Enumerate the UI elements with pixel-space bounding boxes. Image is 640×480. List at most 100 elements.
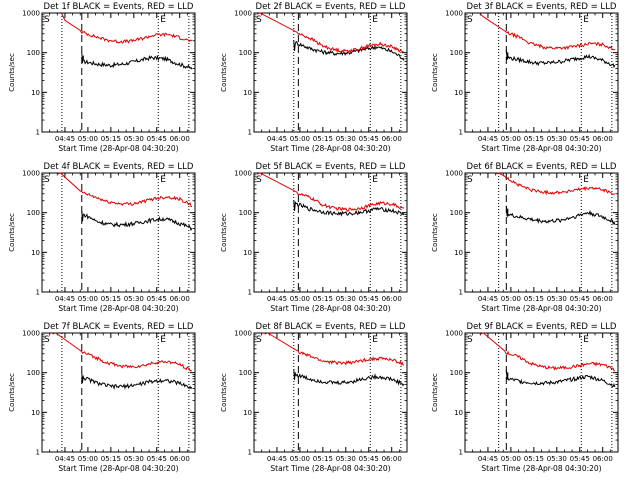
- y-tick-label: 1: [36, 449, 40, 457]
- y-axis-label: Counts/sec: [8, 373, 16, 412]
- start-marker-label: S: [44, 335, 50, 345]
- y-tick-label: 1: [459, 289, 463, 297]
- series-lld-line: [52, 332, 193, 372]
- plot-frame: [41, 172, 196, 293]
- panel-7: Det 7f BLACK = Events, RED = LLD 1 10 100 10…: [8, 322, 196, 473]
- series-lld-line: [256, 12, 404, 54]
- y-tick-label: 1000: [234, 330, 252, 338]
- panel-title: Det 4f BLACK = Events, RED = LLD: [44, 162, 194, 172]
- end-marker-label: E: [372, 175, 378, 185]
- plot-frame: [464, 332, 619, 453]
- x-axis-label: Start Time (28-Apr-08 04:30:20): [58, 144, 178, 153]
- y-tick-label: 100: [27, 369, 40, 377]
- end-marker-label: E: [160, 335, 166, 345]
- series-events-line: [81, 52, 193, 70]
- y-tick-label: 10: [243, 249, 252, 257]
- y-tick-label: 10: [31, 89, 40, 97]
- x-tick-label: 05:45: [570, 295, 590, 303]
- plot-frame: [41, 12, 196, 133]
- y-tick-label: 10: [243, 409, 252, 417]
- panel-title: Det 7f BLACK = Events, RED = LLD: [44, 322, 194, 332]
- y-tick-label: 1: [248, 289, 252, 297]
- x-tick-label: 04:45: [55, 295, 75, 303]
- series-lld-line: [480, 332, 616, 372]
- end-marker-label: E: [372, 335, 378, 345]
- y-tick-label: 1: [248, 129, 252, 137]
- panel-title: Det 8f BLACK = Events, RED = LLD: [256, 322, 406, 332]
- y-tick-label: 100: [239, 209, 252, 217]
- plot-frame: [253, 172, 408, 293]
- x-tick-label: 05:30: [124, 135, 144, 143]
- x-tick-label: 04:45: [478, 455, 498, 463]
- y-tick-label: 10: [454, 89, 463, 97]
- x-tick-label: 06:00: [382, 135, 402, 143]
- x-tick-label: 06:00: [593, 295, 613, 303]
- panel-3: Det 3f BLACK = Events, RED = LLD 1 10 100 10…: [431, 2, 619, 153]
- start-marker-label: S: [256, 335, 262, 345]
- y-tick-label: 1: [36, 129, 40, 137]
- y-axis-label: Counts/sec: [431, 373, 439, 412]
- panel-title: Det 5f BLACK = Events, RED = LLD: [256, 162, 406, 172]
- x-tick-label: 05:45: [570, 135, 590, 143]
- x-tick-label: 05:00: [78, 295, 98, 303]
- x-tick-label: 05:00: [78, 135, 98, 143]
- x-axis-label: Start Time (28-Apr-08 04:30:20): [270, 144, 390, 153]
- y-tick-label: 100: [27, 209, 40, 217]
- x-tick-label: 05:45: [147, 455, 167, 463]
- y-tick-label: 10: [31, 409, 40, 417]
- y-tick-label: 1000: [22, 10, 40, 18]
- x-axis-label: Start Time (28-Apr-08 04:30:20): [270, 464, 390, 473]
- x-tick-label: 05:00: [78, 455, 98, 463]
- x-tick-label: 05:30: [124, 455, 144, 463]
- y-tick-label: 1: [459, 129, 463, 137]
- panel-1: Det 1f BLACK = Events, RED = LLD 1 10 100 10…: [8, 2, 196, 153]
- series-lld-line: [264, 332, 405, 367]
- panel-5: Det 5f BLACK = Events, RED = LLD 1 10 100 10…: [220, 162, 408, 313]
- y-axis-label: Counts/sec: [431, 53, 439, 92]
- y-tick-label: 100: [450, 369, 463, 377]
- series-events-line: [81, 372, 193, 390]
- y-axis-label: Counts/sec: [8, 213, 16, 252]
- plot-frame: [464, 172, 619, 293]
- x-tick-label: 06:00: [593, 455, 613, 463]
- panel-title: Det 1f BLACK = Events, RED = LLD: [44, 2, 194, 12]
- end-marker-label: E: [372, 15, 378, 25]
- plot-frame: [464, 12, 619, 133]
- x-tick-label: 05:00: [501, 455, 521, 463]
- series-events-line: [293, 369, 405, 387]
- y-tick-label: 10: [243, 89, 252, 97]
- x-tick-label: 05:15: [313, 455, 333, 463]
- x-tick-label: 05:30: [336, 295, 356, 303]
- y-axis-label: Counts/sec: [431, 213, 439, 252]
- x-tick-label: 05:30: [336, 135, 356, 143]
- x-axis-label: Start Time (28-Apr-08 04:30:20): [481, 144, 601, 153]
- series-events-line: [81, 210, 193, 232]
- x-tick-label: 04:45: [478, 295, 498, 303]
- x-tick-label: 05:15: [313, 295, 333, 303]
- y-tick-label: 10: [31, 249, 40, 257]
- x-tick-label: 06:00: [170, 455, 190, 463]
- x-tick-label: 05:30: [547, 135, 567, 143]
- series-lld-line: [479, 13, 615, 51]
- x-tick-label: 05:00: [501, 135, 521, 143]
- y-tick-label: 1000: [234, 170, 252, 178]
- start-marker-label: S: [467, 175, 473, 185]
- y-axis-label: Counts/sec: [220, 213, 228, 252]
- y-tick-label: 100: [27, 49, 40, 57]
- x-axis-label: Start Time (28-Apr-08 04:30:20): [58, 304, 178, 313]
- x-axis-label: Start Time (28-Apr-08 04:30:20): [58, 464, 178, 473]
- plot-frame: [253, 332, 408, 453]
- x-tick-label: 05:15: [524, 455, 544, 463]
- y-tick-label: 10: [454, 409, 463, 417]
- y-tick-label: 100: [450, 209, 463, 217]
- end-marker-label: E: [160, 15, 166, 25]
- y-axis-label: Counts/sec: [8, 53, 16, 92]
- end-marker-label: E: [583, 335, 589, 345]
- y-tick-label: 1: [248, 449, 252, 457]
- x-tick-label: 05:15: [101, 135, 121, 143]
- y-tick-label: 1000: [22, 170, 40, 178]
- x-tick-label: 05:15: [524, 135, 544, 143]
- x-tick-label: 05:45: [359, 455, 379, 463]
- x-tick-label: 05:45: [359, 135, 379, 143]
- end-marker-label: E: [583, 15, 589, 25]
